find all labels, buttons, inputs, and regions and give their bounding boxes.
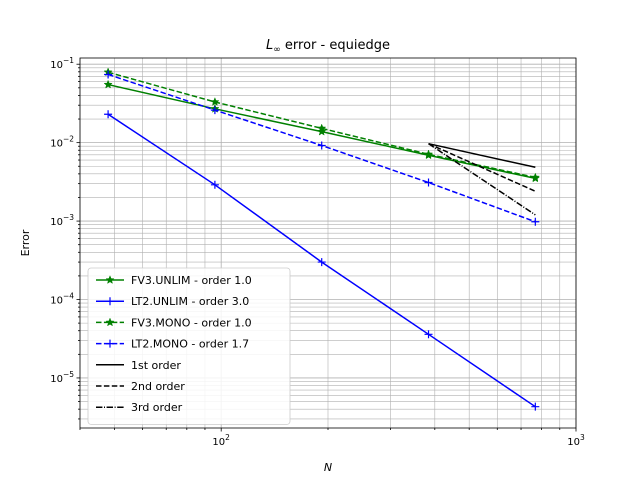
- legend-label: 1st order: [131, 359, 181, 372]
- legend-label: 2nd order: [131, 380, 185, 393]
- data-point: [104, 70, 113, 79]
- series-layer: [103, 67, 540, 411]
- legend-frame: [87, 267, 291, 425]
- series-5: [428, 142, 536, 169]
- data-point: [317, 123, 327, 133]
- chart-title-main: L: [266, 38, 273, 53]
- grid-layer: [79, 58, 577, 428]
- data-point: [531, 402, 540, 411]
- series-line: [107, 71, 536, 179]
- legend-entry: 3rd order: [96, 401, 183, 414]
- legend-entry: 2nd order: [96, 380, 185, 393]
- series-4: [104, 70, 540, 226]
- legend-label: LT2.UNLIM - order 3.0: [131, 295, 249, 308]
- x-tick-label: 102: [212, 433, 230, 448]
- data-point: [317, 141, 326, 150]
- legend-marker: [105, 275, 115, 284]
- data-point: [531, 217, 540, 226]
- legend-entry: FV3.UNLIM - order 1.0: [96, 274, 252, 287]
- series-7: [428, 143, 536, 216]
- y-tick-label: 10−4: [50, 292, 74, 307]
- data-point: [210, 97, 220, 106]
- series-2: [104, 110, 540, 411]
- y-tick-label: 10−3: [50, 213, 74, 228]
- data-point: [424, 330, 433, 339]
- data-point: [210, 106, 219, 115]
- legend-entry: FV3.MONO - order 1.0: [96, 316, 252, 329]
- data-point: [317, 126, 327, 136]
- legend-entry: LT2.UNLIM - order 3.0: [96, 295, 249, 308]
- chart-title-rest: error - equiedge: [281, 38, 390, 53]
- legend-entry: LT2.MONO - order 1.7: [96, 338, 249, 351]
- chart-title-sub: ∞: [273, 45, 281, 55]
- y-tick-label: 10−2: [50, 135, 74, 150]
- y-tick-label: 10−5: [50, 370, 74, 385]
- data-point: [423, 149, 434, 159]
- legend-marker: [106, 339, 114, 348]
- data-point: [317, 258, 326, 267]
- ticks-layer: 102 103 10−5 10−4 10−3 10−2 10−1: [50, 56, 585, 448]
- chart-title: L∞ error - equiedge: [266, 38, 390, 55]
- legend-marker: [106, 297, 114, 306]
- y-tick-label: 10−1: [50, 56, 74, 71]
- legend-marker: [105, 317, 115, 327]
- legend-label: 3rd order: [131, 401, 183, 414]
- x-tick-label: 103: [567, 433, 585, 448]
- legend-label: LT2.MONO - order 1.7: [131, 338, 249, 351]
- series-line: [428, 143, 536, 216]
- data-point: [530, 172, 540, 182]
- x-axis-label: N: [324, 461, 332, 474]
- legend: FV3.UNLIM - order 1.0 LT2.UNLIM - order 3…: [87, 267, 291, 425]
- legend-entry: 1st order: [96, 359, 181, 372]
- data-point: [424, 178, 433, 187]
- series-line: [428, 142, 536, 192]
- legend-label: FV3.UNLIM - order 1.0: [131, 274, 252, 287]
- series-6: [428, 142, 536, 192]
- y-axis-label: Error: [19, 229, 32, 256]
- data-point: [210, 180, 219, 189]
- series-line: [428, 142, 536, 169]
- data-point: [103, 79, 113, 89]
- legend-label: FV3.MONO - order 1.0: [131, 316, 252, 329]
- data-point: [104, 110, 113, 119]
